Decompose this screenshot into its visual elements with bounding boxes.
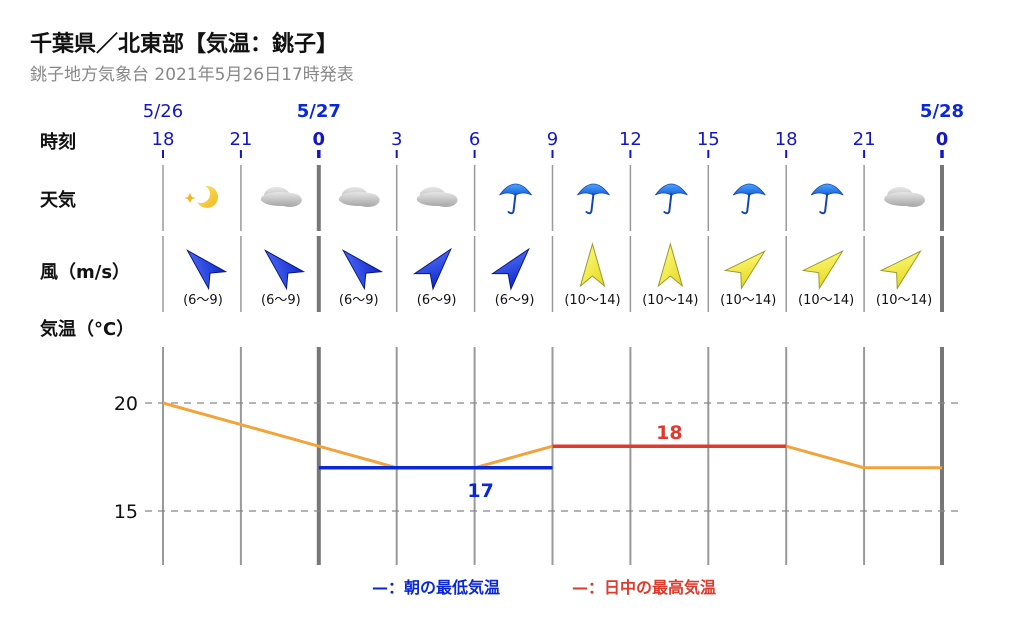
wind-speed-label: (10〜14) [798,293,854,308]
page-subtitle: 銚子地方気象台 2021年5月26日17時発表 [30,65,354,85]
date-label: 5/27 [297,101,341,122]
legend-max-temp: —：日中の最高気温 [572,578,717,597]
umbrella-icon [499,183,532,215]
hour-label: 0 [936,129,949,150]
wind-arrow-icon [657,242,684,288]
wind-speed-label: (10〜14) [876,293,932,308]
wind-arrow-icon [186,249,228,291]
wind-speed-label: (10〜14) [720,293,776,308]
wind-speed-label: (6〜9) [183,293,223,308]
wind-speed-label: (6〜9) [417,293,457,308]
row-label-temp: 気温（°C） [40,318,134,340]
umbrella-icon [732,183,766,215]
row-label-wind: 風（m/s） [40,262,130,283]
wind-arrow-icon [341,249,384,291]
hour-label: 18 [775,129,798,150]
hour-label: 21 [853,129,876,150]
min-temp-label: 17 [467,480,493,502]
cloud-icon [260,187,302,207]
date-label: 5/28 [920,101,964,122]
cloud-icon [338,187,380,207]
hour-label: 6 [469,129,480,150]
hour-label: 15 [697,129,720,150]
wind-speed-label: (10〜14) [642,293,698,308]
y-tick-label: 15 [114,501,138,523]
max-temp-label: 18 [656,422,682,444]
hour-label: 12 [619,129,642,150]
hour-label: 0 [313,129,326,150]
y-tick-label: 20 [114,393,138,415]
cloud-icon [884,187,926,207]
cloud-icon [416,187,458,207]
wind-speed-label: (6〜9) [261,293,301,308]
umbrella-icon [810,183,844,215]
row-label-weather: 天気 [40,189,76,211]
wind-arrow-icon [264,249,306,291]
hour-label: 21 [229,129,252,150]
umbrella-icon [655,183,688,215]
umbrella-icon [577,183,610,215]
wind-arrow-icon [879,250,922,290]
moon-star-icon [183,185,218,208]
row-label-time: 時刻 [40,131,76,153]
hour-label: 18 [152,129,175,150]
wind-speed-label: (10〜14) [564,293,620,308]
hour-label: 3 [391,129,402,150]
wind-speed-label: (6〜9) [495,293,535,308]
date-label: 5/26 [143,101,183,122]
wind-arrow-icon [801,250,844,290]
hour-label: 9 [547,129,558,150]
wind-arrow-icon [723,250,766,290]
wind-arrow-icon [490,247,530,291]
wind-arrow-icon [412,247,452,291]
wind-speed-label: (6〜9) [339,293,379,308]
wind-arrow-icon [579,242,606,288]
legend-min-temp: —：朝の最低気温 [372,578,501,597]
page-title: 千葉県／北東部【気温：銚子】 [30,32,339,57]
